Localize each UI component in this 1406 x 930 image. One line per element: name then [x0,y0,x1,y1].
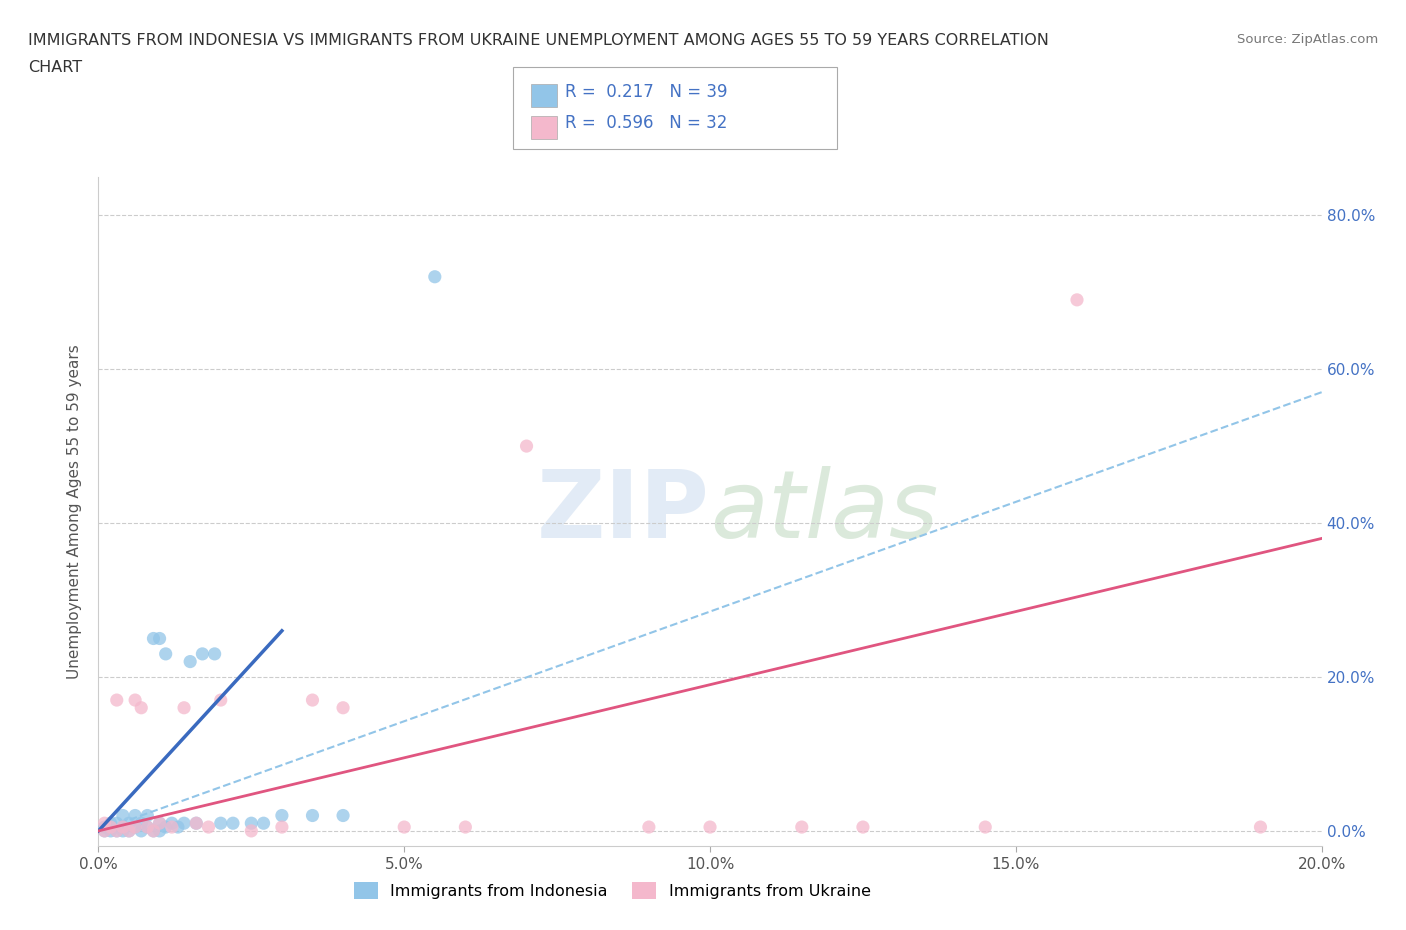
Point [222,816,245,830]
Point [111,823,134,838]
Point [111,808,134,823]
Point [209,693,232,708]
Text: R =  0.596   N = 32: R = 0.596 N = 32 [565,114,727,132]
Point [699,819,721,834]
Point [186,816,208,830]
Point [124,819,146,834]
Point [155,646,177,661]
Point [191,646,214,661]
Point [270,808,292,823]
Point [173,700,195,715]
Point [149,816,172,830]
Point [240,823,263,838]
Point [129,816,152,830]
Point [129,700,152,715]
Point [136,819,159,834]
Legend: Immigrants from Indonesia, Immigrants from Ukraine: Immigrants from Indonesia, Immigrants fr… [347,876,877,905]
Point [149,823,172,838]
Point [129,823,152,838]
Point [160,819,183,834]
Point [136,808,159,823]
Point [790,819,813,834]
Point [179,654,201,669]
Point [105,823,128,838]
Point [149,631,172,646]
Point [252,816,274,830]
Point [454,819,477,834]
Point [332,808,354,823]
Point [124,819,146,834]
Point [111,819,134,834]
Point [124,808,146,823]
Point [173,816,195,830]
Point [118,816,141,830]
Point [111,819,134,834]
Point [142,823,165,838]
Point [209,816,232,830]
Point [100,819,122,834]
Point [1066,292,1088,307]
Text: CHART: CHART [28,60,82,75]
Point [155,819,177,834]
Point [270,819,292,834]
Point [186,816,208,830]
Point [105,823,128,838]
Point [1249,819,1271,834]
Point [852,819,875,834]
Text: IMMIGRANTS FROM INDONESIA VS IMMIGRANTS FROM UKRAINE UNEMPLOYMENT AMONG AGES 55 : IMMIGRANTS FROM INDONESIA VS IMMIGRANTS … [28,33,1049,47]
Text: ZIP: ZIP [537,466,710,557]
Point [100,816,122,830]
Point [93,816,115,830]
Text: Source: ZipAtlas.com: Source: ZipAtlas.com [1237,33,1378,46]
Point [149,816,172,830]
Point [423,270,446,285]
Point [516,439,538,454]
Point [301,808,323,823]
Point [105,816,128,830]
Text: R =  0.217   N = 39: R = 0.217 N = 39 [565,83,728,100]
Point [100,823,122,838]
Point [118,823,141,838]
Point [204,646,226,661]
Point [124,693,146,708]
Point [142,631,165,646]
Point [93,819,115,834]
Point [142,823,165,838]
Y-axis label: Unemployment Among Ages 55 to 59 years: Unemployment Among Ages 55 to 59 years [67,344,83,679]
Point [197,819,219,834]
Point [332,700,354,715]
Point [93,823,115,838]
Point [105,693,128,708]
Point [392,819,416,834]
Point [301,693,323,708]
Point [93,823,115,838]
Point [974,819,997,834]
Point [118,823,141,838]
Point [240,816,263,830]
Point [637,819,661,834]
Point [160,816,183,830]
Point [136,819,159,834]
Text: atlas: atlas [710,466,938,557]
Point [167,819,190,834]
